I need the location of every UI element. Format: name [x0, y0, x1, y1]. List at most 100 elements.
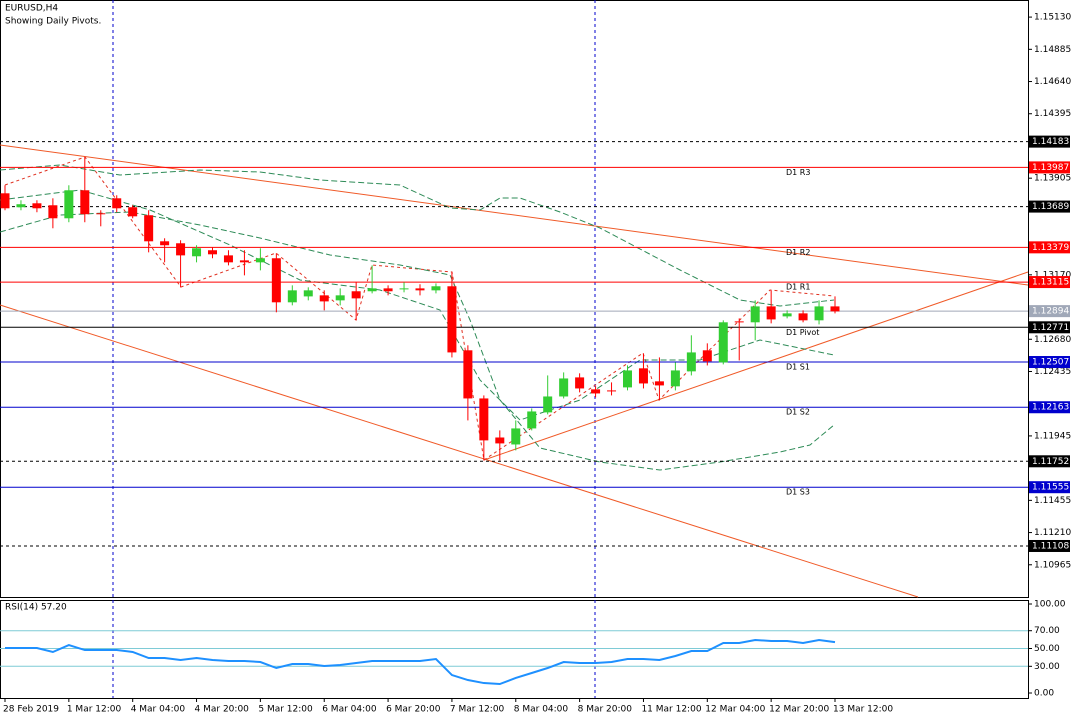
pivot-label: D1 S1 [786, 363, 810, 372]
candle-body [766, 306, 776, 320]
candle-body [160, 241, 170, 246]
chart-title: EURUSD,H4 [5, 4, 58, 14]
candle-body [399, 288, 409, 290]
y-tick-label: 1.14395 [1034, 109, 1071, 119]
price-tag [1029, 200, 1070, 213]
price-tag-label: 1.13987 [1032, 163, 1069, 173]
candle-body [431, 286, 441, 291]
candle-body [463, 350, 473, 399]
x-tick-label: 11 Mar 12:00 [641, 705, 701, 715]
candle-body [48, 205, 58, 219]
rsi-title: RSI(14) 57.20 [5, 603, 67, 613]
rsi-panel [0, 600, 1029, 699]
price-tag [1029, 241, 1070, 254]
price-tag-label: 1.12163 [1032, 403, 1069, 413]
price-tag [1029, 539, 1070, 552]
y-tick-label: 0.00 [1034, 689, 1054, 699]
y-tick-label: 1.13170 [1034, 270, 1071, 280]
pivot-label: D1 Pivot [786, 328, 819, 337]
price-tag [1029, 276, 1070, 289]
x-tick-label: 28 Feb 2019 [3, 705, 59, 715]
price-tag [1029, 481, 1070, 494]
candle-body [367, 288, 377, 292]
candle-body [718, 322, 728, 363]
candle-body [750, 306, 760, 323]
candle-body [223, 255, 233, 263]
price-tag [1029, 455, 1070, 468]
candle-body [607, 390, 617, 392]
x-tick-label: 8 Mar 20:00 [578, 705, 633, 715]
rsi-line [5, 638, 836, 686]
band-lower [0, 211, 835, 471]
x-tick-label: 1 Mar 12:00 [67, 705, 122, 715]
candle-body [511, 428, 521, 445]
y-tick-label: 1.13905 [1034, 174, 1071, 184]
candle-body [734, 321, 744, 323]
candle-body [623, 370, 632, 388]
candle-body [415, 288, 425, 291]
x-tick-label: 5 Mar 12:00 [258, 705, 313, 715]
candle-body [0, 193, 10, 209]
price-tag [1029, 305, 1070, 318]
candle-body [814, 306, 824, 321]
price-tag [1029, 401, 1070, 414]
candle-body [319, 295, 329, 302]
x-tick-label: 4 Mar 20:00 [195, 705, 250, 715]
y-tick-label: 1.14640 [1034, 77, 1071, 87]
price-tag-label: 1.11108 [1032, 541, 1069, 551]
candle-body [591, 389, 601, 394]
x-tick-label: 6 Mar 20:00 [386, 705, 441, 715]
candle-body [495, 437, 505, 444]
band-upper [0, 164, 835, 307]
pivot-label: D1 S2 [786, 408, 810, 417]
candle-body [208, 250, 217, 255]
y-tick-label: 50.00 [1034, 644, 1060, 654]
candle-body [303, 290, 313, 297]
candle-body [479, 398, 489, 441]
price-tag-label: 1.11752 [1032, 457, 1069, 467]
candle-body [543, 396, 553, 413]
y-tick-label: 100.00 [1034, 600, 1066, 610]
price-tag-label: 1.13379 [1032, 243, 1069, 253]
price-tag [1029, 161, 1070, 174]
price-tag [1029, 321, 1070, 334]
trend-line [0, 304, 919, 598]
chart-subtitle: Showing Daily Pivots. [5, 17, 101, 27]
y-tick-label: 1.14885 [1034, 45, 1071, 55]
y-tick-label: 1.12680 [1034, 335, 1071, 345]
trend-line [0, 144, 1029, 286]
candle-body [32, 203, 42, 209]
x-tick-label: 8 Mar 04:00 [514, 705, 569, 715]
candle-body [80, 190, 90, 215]
candle-body [638, 368, 648, 384]
candle-body [239, 260, 249, 263]
pivot-label: D1 R3 [786, 168, 810, 177]
candle-body [782, 313, 792, 317]
main-panel [0, 0, 1029, 598]
y-tick-label: 1.10965 [1034, 560, 1071, 570]
y-tick-label: 1.15130 [1034, 13, 1071, 23]
price-tag-label: 1.12771 [1032, 323, 1069, 333]
price-tag-label: 1.13689 [1032, 202, 1069, 212]
candle-body [192, 248, 202, 257]
y-tick-label: 1.11945 [1034, 431, 1071, 441]
candle-body [112, 198, 122, 209]
candle-body [575, 377, 585, 389]
candle-body [654, 381, 664, 386]
x-tick-label: 6 Mar 04:00 [322, 705, 377, 715]
price-tag-label: 1.12894 [1032, 307, 1069, 317]
candle-body [128, 207, 138, 217]
y-tick-label: 30.00 [1034, 662, 1060, 672]
candle-body [830, 306, 840, 312]
pivot-label: D1 R1 [786, 283, 810, 292]
candle-body [64, 190, 74, 219]
candle-body [335, 295, 345, 301]
y-tick-label: 70.00 [1034, 626, 1060, 636]
candle-body [176, 243, 186, 256]
candle-body [144, 215, 154, 242]
price-tag-label: 1.12507 [1032, 358, 1069, 368]
x-tick-label: 13 Mar 12:00 [833, 705, 893, 715]
y-tick-label: 1.11210 [1034, 528, 1071, 538]
